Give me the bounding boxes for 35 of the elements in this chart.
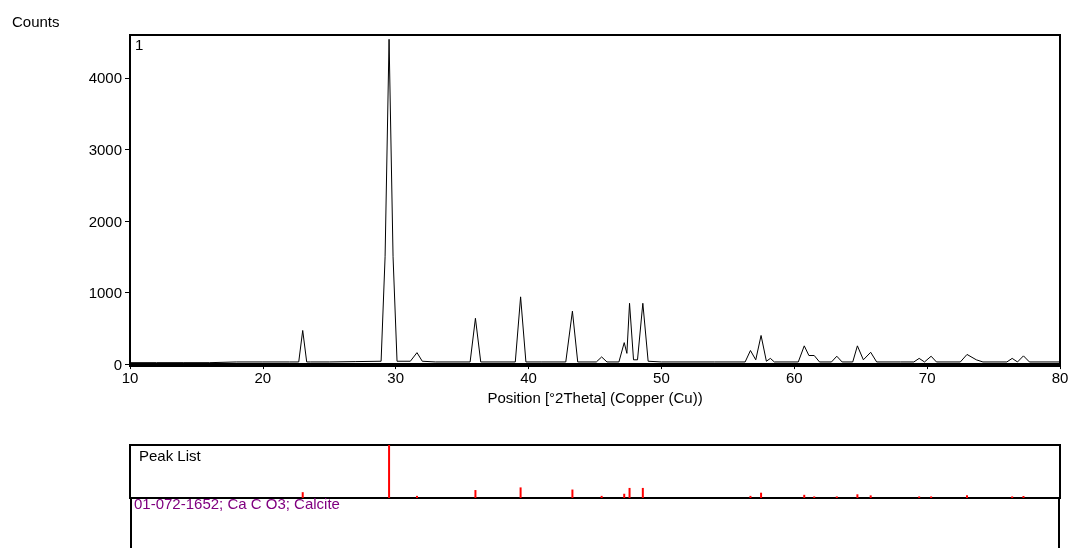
bar: [519, 487, 522, 498]
x-tick-label: 60: [785, 369, 803, 387]
bar: [301, 492, 304, 498]
bar: [641, 487, 644, 498]
bar: [869, 495, 872, 498]
annotation: 1: [135, 36, 144, 53]
chart-title: Peak List: [139, 447, 202, 464]
bar: [749, 495, 752, 498]
x-tick-label: 40: [520, 369, 537, 387]
x-tick-label: 80: [1051, 369, 1069, 387]
annotation: 01-072-1652; Ca C O3; Calcite: [134, 495, 340, 512]
x-tick-label: 50: [653, 369, 670, 387]
bar: [388, 445, 391, 498]
y-tick-label: 3000: [88, 140, 122, 158]
y-tick-label: 2000: [88, 212, 122, 230]
x-axis-title: Position [°2Theta] (Copper (Cu)): [487, 389, 703, 406]
bar: [415, 495, 418, 498]
y-axis-title: Counts: [12, 13, 60, 30]
bar: [571, 489, 574, 498]
x-tick-label: 10: [121, 369, 139, 387]
bar: [623, 493, 626, 498]
y-tick-label: 0: [113, 355, 122, 373]
bar: [856, 494, 859, 498]
y-tick-label: 4000: [88, 69, 122, 87]
bar: [803, 494, 806, 498]
bar: [600, 495, 603, 498]
x-tick-label: 30: [387, 369, 405, 387]
x-tick-label: 70: [918, 369, 936, 387]
x-tick-label: 20: [254, 369, 272, 387]
bar: [966, 495, 968, 498]
bar: [628, 487, 631, 498]
bar: [474, 490, 477, 498]
bar: [1022, 495, 1025, 498]
y-tick-label: 1000: [88, 284, 122, 302]
bar: [760, 492, 763, 498]
